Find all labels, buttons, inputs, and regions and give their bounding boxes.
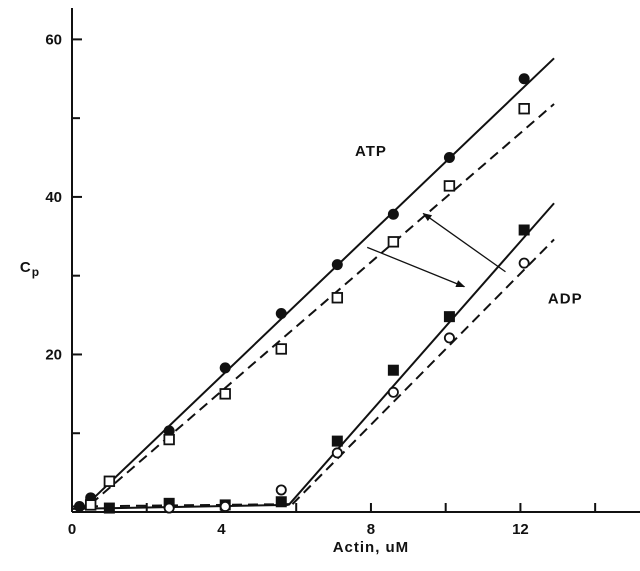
series-annotation: ATP: [355, 143, 387, 160]
open-square-point: [103, 475, 116, 487]
open-circle-point: [443, 332, 455, 344]
filled-circle-point: [73, 500, 85, 512]
filled-circle-point: [443, 152, 455, 164]
filled-square-point: [103, 502, 115, 514]
series-annotation: ADP: [548, 291, 583, 308]
x-tick-label: 4: [217, 521, 226, 538]
open-square-point: [219, 388, 231, 400]
open-circle-point: [331, 447, 343, 459]
x-tick-label: 0: [68, 521, 76, 538]
annotation-arrow: [366, 246, 466, 288]
dashed-fit-line: [90, 103, 555, 505]
open-circle-point: [219, 500, 231, 512]
x-tick-label: 8: [367, 521, 375, 538]
open-circle-point: [163, 502, 175, 514]
dashed-fit-line: [291, 238, 555, 505]
filled-circle-point: [518, 73, 530, 85]
x-tick-label: 12: [512, 521, 529, 538]
open-square-point: [443, 180, 456, 192]
y-tick-label: 60: [45, 31, 62, 48]
filled-square-point: [518, 224, 530, 236]
filled-circle-point: [275, 308, 287, 320]
arrows: [366, 212, 506, 288]
filled-circle-point: [219, 362, 231, 374]
open-square-point: [84, 499, 97, 511]
data-points: [73, 73, 530, 514]
y-axis-title-main: C: [20, 259, 32, 276]
filled-square-point: [275, 496, 287, 508]
y-axis-title-subscript: p: [32, 265, 40, 279]
filled-circle-point: [163, 425, 175, 437]
open-square-point: [518, 103, 530, 115]
filled-circle-point: [331, 259, 343, 271]
ticks: 20 40 60 0 4 8 12: [45, 31, 597, 538]
solid-fit-line: [287, 202, 555, 506]
filled-square-point: [331, 435, 343, 447]
y-axis-title: Cp: [20, 259, 40, 279]
y-tick-label: 20: [45, 346, 62, 363]
annotation-arrow: [422, 212, 506, 273]
fit-lines: [71, 57, 555, 510]
open-circle-point: [275, 484, 287, 496]
labels: Actin, uM Cp ATP ADP: [20, 143, 583, 556]
open-square-point: [387, 236, 400, 248]
filled-square-point: [387, 364, 399, 376]
x-axis-title: Actin, uM: [333, 539, 410, 556]
open-square-point: [163, 433, 175, 446]
filled-square-point: [443, 311, 455, 323]
open-circle-point: [387, 386, 399, 398]
open-square-point: [275, 343, 287, 355]
open-circle-point: [518, 257, 530, 269]
filled-circle-point: [387, 208, 399, 220]
solid-fit-line: [82, 57, 555, 509]
y-tick-label: 40: [45, 189, 62, 206]
open-square-point: [331, 292, 344, 304]
